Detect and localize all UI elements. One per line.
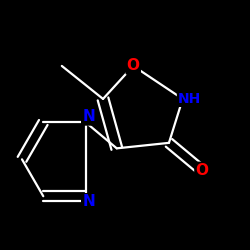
Text: O: O xyxy=(196,163,208,178)
Text: N: N xyxy=(82,110,95,124)
Text: N: N xyxy=(82,194,95,209)
Text: NH: NH xyxy=(178,92,201,106)
Text: O: O xyxy=(127,58,140,74)
